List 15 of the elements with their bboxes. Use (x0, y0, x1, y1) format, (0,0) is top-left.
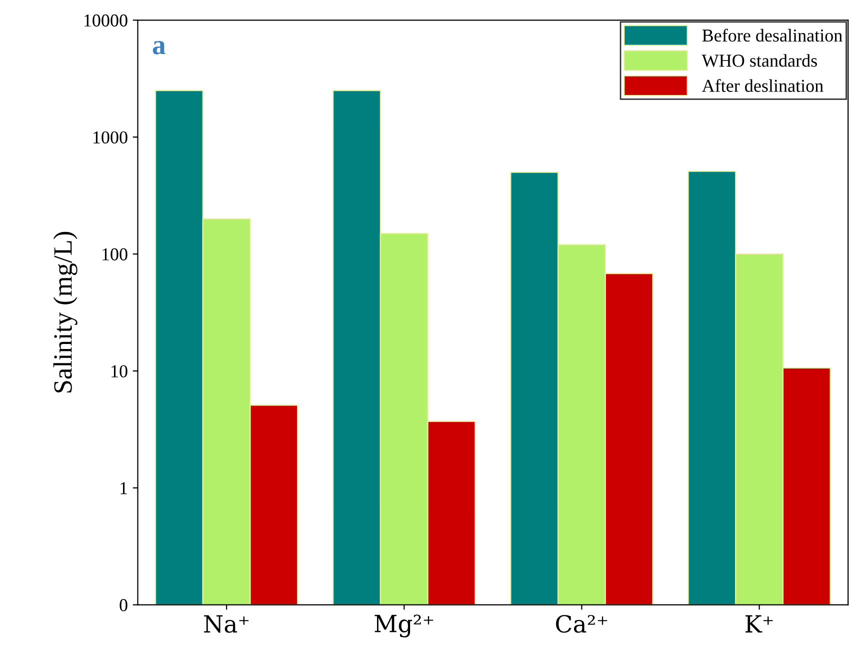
x-tick-label: Ca²⁺ (556, 614, 608, 633)
x-tick-label: Mg²⁺ (374, 614, 434, 638)
y-tick-label: 1000 (94, 131, 128, 144)
legend-label: WHO standards (702, 54, 817, 67)
x-tick-label: Na⁺ (204, 615, 249, 633)
x-tick-label: K⁺ (746, 615, 773, 632)
annotation: a (152, 41, 166, 54)
y-tick-label: 0 (120, 599, 128, 612)
y-tick-label: 10 (112, 365, 128, 378)
y-tick-label: 100 (102, 248, 128, 260)
legend-label: Before desalination (702, 28, 842, 42)
legend-label: After deslination (702, 79, 824, 92)
y-tick-label: 10000 (84, 14, 128, 27)
y-axis-title: Salinity (mg/L) (53, 232, 78, 392)
y-tick-label: 1 (120, 482, 127, 494)
